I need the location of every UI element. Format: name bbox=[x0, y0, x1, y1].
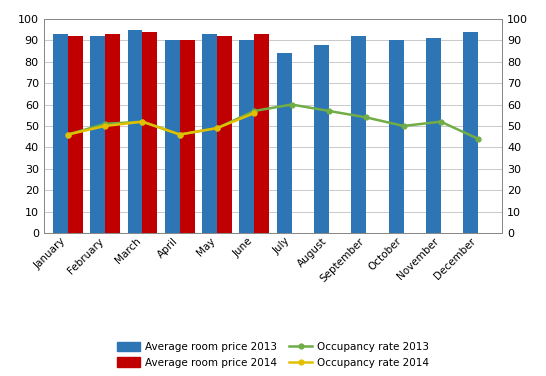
Bar bbox=[314, 44, 329, 233]
Bar bbox=[90, 36, 105, 233]
Bar bbox=[128, 30, 143, 233]
Bar bbox=[277, 53, 292, 233]
Bar bbox=[351, 36, 366, 233]
Bar bbox=[240, 40, 254, 233]
Bar bbox=[463, 32, 478, 233]
Bar bbox=[217, 36, 232, 233]
Bar bbox=[202, 34, 217, 233]
Bar bbox=[180, 40, 195, 233]
Legend: Average room price 2013, Average room price 2014, Occupancy rate 2013, Occupancy: Average room price 2013, Average room pr… bbox=[114, 339, 432, 371]
Bar bbox=[53, 34, 68, 233]
Bar bbox=[165, 40, 180, 233]
Bar bbox=[426, 38, 441, 233]
Bar bbox=[68, 36, 83, 233]
Bar bbox=[143, 32, 157, 233]
Bar bbox=[254, 34, 269, 233]
Bar bbox=[389, 40, 403, 233]
Bar bbox=[105, 34, 120, 233]
